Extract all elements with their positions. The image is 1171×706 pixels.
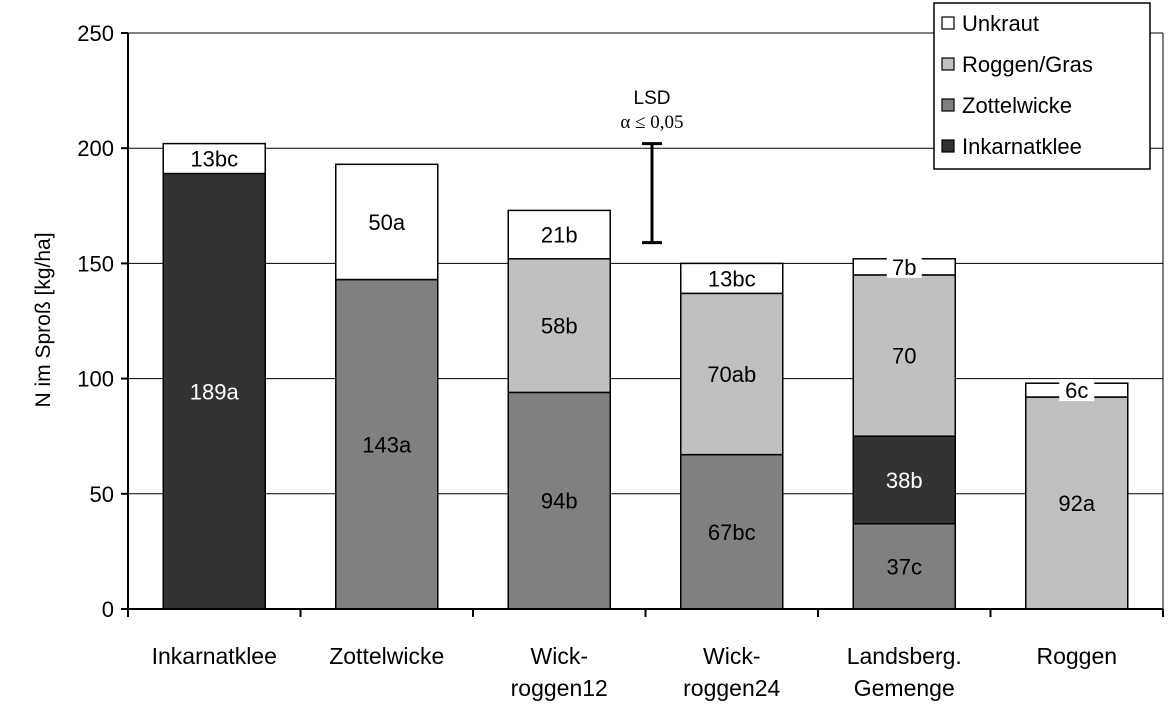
x-tick-label: Landsberg. <box>847 643 962 669</box>
data-label: 94b <box>541 489 578 514</box>
bar-roggen-gras <box>680 292 784 456</box>
x-tick-label: Wick- <box>531 643 588 669</box>
data-label-background <box>1059 379 1095 402</box>
legend-label: Zottelwicke <box>962 93 1072 118</box>
legend-box <box>933 2 1151 170</box>
y-tick-label: 0 <box>102 597 114 622</box>
data-label: 50a <box>368 210 405 235</box>
data-label: 7b <box>892 255 916 280</box>
data-label: 70ab <box>707 362 756 387</box>
data-label: 92a <box>1058 491 1095 516</box>
data-label: 143a <box>362 432 412 457</box>
bar-roggen-gras <box>852 274 956 437</box>
bar-roggen-gras <box>1025 396 1129 610</box>
bar-roggen-gras <box>507 258 611 394</box>
bar-unkraut <box>162 142 266 175</box>
data-label: 21b <box>541 223 578 248</box>
legend: Unkraut Roggen/Gras Zottelwicke Inkarnatkle… <box>933 2 1151 170</box>
x-tick-label: Gemenge <box>854 675 955 701</box>
legend-swatch <box>941 98 955 112</box>
data-label: 189a <box>190 379 240 404</box>
gridlines <box>128 32 1164 609</box>
y-tick-label: 100 <box>77 367 114 392</box>
y-tick-label: 50 <box>90 482 114 507</box>
data-label: 58b <box>541 314 578 339</box>
legend-swatch <box>941 16 955 30</box>
x-tick-label: roggen12 <box>511 675 608 701</box>
data-label: 13bc <box>190 147 238 172</box>
y-axis-label: N im Sproß [kg/ha] <box>32 232 55 407</box>
data-label: 38b <box>886 468 923 493</box>
x-tick-label: Zottelwicke <box>329 643 444 669</box>
x-tick-label: Roggen <box>1036 643 1117 669</box>
data-label: 13bc <box>708 266 756 291</box>
legend-label: Roggen/Gras <box>962 52 1093 77</box>
bar-zottelwicke <box>507 391 611 610</box>
lsd-error-bar: LSD α ≤ 0,05 <box>620 88 684 245</box>
x-tick-label: Wick- <box>703 643 760 669</box>
bar-unkraut <box>335 163 439 281</box>
legend-swatch <box>941 57 955 71</box>
bar-inkarnatklee <box>852 435 956 525</box>
bar-unkraut <box>680 262 784 295</box>
legend-label: Unkraut <box>962 11 1039 36</box>
bar-zottelwicke <box>680 453 784 610</box>
bar-zottelwicke <box>852 523 956 610</box>
lsd-label: LSD <box>634 88 671 109</box>
bars: 189a 13bc 143a 50a 94b 58b 21b 67bc 70ab 13bc 37c 3… <box>162 142 1129 610</box>
legend-swatch <box>941 139 955 153</box>
data-label: 67bc <box>708 520 756 545</box>
legend-label: Inkarnatklee <box>962 134 1082 159</box>
data-label: 70 <box>892 344 916 369</box>
x-tick-label: Inkarnatklee <box>152 643 277 669</box>
bar-unkraut <box>507 209 611 260</box>
y-tick-label: 250 <box>77 21 114 46</box>
data-label: 6c <box>1065 378 1088 403</box>
lsd-alpha-label: α ≤ 0,05 <box>620 112 683 133</box>
data-label: 37c <box>887 554 922 579</box>
y-tick-label: 150 <box>77 251 114 276</box>
x-tick-label: roggen24 <box>683 675 780 701</box>
bar-zottelwicke <box>335 278 439 610</box>
axes: 0 50 100 150 200 250 Inkarnatklee Zottelwicke Wi… <box>77 21 1164 701</box>
data-label-background <box>886 255 922 278</box>
y-tick-label: 200 <box>77 136 114 161</box>
